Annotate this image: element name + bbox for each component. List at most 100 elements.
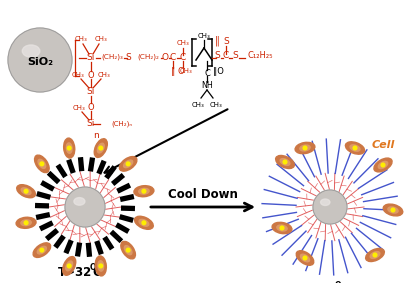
Text: (CH₂)₃: (CH₂)₃	[101, 54, 123, 60]
Ellipse shape	[95, 256, 106, 276]
Ellipse shape	[74, 198, 85, 205]
Ellipse shape	[17, 185, 36, 198]
Ellipse shape	[134, 186, 154, 197]
Text: CH₃: CH₃	[198, 33, 210, 39]
Text: O: O	[90, 263, 96, 273]
Text: O: O	[88, 102, 94, 112]
Ellipse shape	[33, 243, 51, 258]
Text: NH: NH	[201, 82, 213, 91]
Ellipse shape	[272, 222, 292, 234]
Ellipse shape	[98, 261, 103, 271]
Text: O: O	[162, 53, 169, 61]
Circle shape	[373, 253, 377, 257]
Ellipse shape	[64, 138, 75, 158]
Ellipse shape	[16, 217, 36, 228]
Circle shape	[8, 28, 72, 92]
Text: S: S	[214, 52, 220, 61]
Text: Cool Down: Cool Down	[168, 188, 238, 201]
Ellipse shape	[124, 246, 132, 255]
Circle shape	[381, 163, 385, 167]
Circle shape	[303, 256, 307, 260]
Ellipse shape	[139, 219, 149, 226]
Ellipse shape	[300, 145, 310, 151]
Ellipse shape	[119, 156, 137, 171]
Text: CH₃: CH₃	[74, 36, 88, 42]
Text: ‖O: ‖O	[213, 67, 224, 76]
Ellipse shape	[388, 207, 398, 213]
Ellipse shape	[21, 188, 31, 195]
Text: C: C	[204, 68, 210, 78]
Circle shape	[40, 162, 44, 166]
Ellipse shape	[121, 241, 135, 259]
Ellipse shape	[124, 160, 133, 168]
Text: SiO₂: SiO₂	[27, 57, 53, 67]
Circle shape	[40, 248, 44, 252]
Ellipse shape	[374, 158, 392, 172]
Circle shape	[126, 162, 130, 166]
Ellipse shape	[277, 225, 287, 231]
Circle shape	[142, 189, 146, 193]
Circle shape	[24, 189, 28, 193]
Circle shape	[65, 187, 105, 227]
Text: T>32: T>32	[58, 267, 92, 280]
Ellipse shape	[350, 145, 360, 151]
Text: C₁₂H₂₅: C₁₂H₂₅	[247, 52, 272, 61]
Ellipse shape	[370, 252, 380, 258]
Circle shape	[24, 221, 28, 225]
Text: Si: Si	[87, 53, 95, 63]
Ellipse shape	[35, 155, 49, 173]
Ellipse shape	[135, 216, 153, 229]
Ellipse shape	[94, 139, 107, 157]
Text: C: C	[180, 53, 186, 61]
Ellipse shape	[383, 204, 403, 216]
Text: Si: Si	[87, 119, 95, 128]
Text: n: n	[93, 132, 99, 140]
Circle shape	[67, 146, 71, 150]
Ellipse shape	[296, 251, 314, 265]
Circle shape	[391, 208, 395, 212]
Ellipse shape	[63, 257, 76, 275]
Ellipse shape	[21, 220, 31, 226]
Circle shape	[280, 226, 284, 230]
Circle shape	[126, 248, 130, 252]
Text: CH₃: CH₃	[98, 72, 110, 78]
Text: CH₃: CH₃	[72, 72, 84, 78]
Circle shape	[353, 146, 357, 150]
Text: Si: Si	[87, 87, 95, 97]
Text: ‖: ‖	[215, 36, 220, 46]
Ellipse shape	[378, 161, 388, 169]
Text: C: C	[170, 53, 176, 61]
Ellipse shape	[38, 159, 46, 168]
Ellipse shape	[37, 246, 47, 254]
Text: CH₃: CH₃	[180, 68, 192, 74]
Text: (CH₂)₂: (CH₂)₂	[137, 54, 159, 60]
Circle shape	[67, 264, 71, 268]
Ellipse shape	[301, 254, 310, 262]
Text: O: O	[335, 282, 341, 283]
Text: ‖: ‖	[171, 68, 175, 76]
Circle shape	[303, 146, 307, 150]
Text: CH₃: CH₃	[94, 36, 108, 42]
Circle shape	[313, 190, 347, 224]
Circle shape	[283, 160, 287, 164]
Ellipse shape	[97, 143, 104, 153]
Text: CH₃: CH₃	[73, 105, 85, 111]
Ellipse shape	[66, 143, 72, 153]
Text: O: O	[178, 68, 184, 76]
Ellipse shape	[139, 188, 149, 194]
Text: S: S	[232, 52, 238, 61]
Text: C: C	[92, 267, 101, 280]
Ellipse shape	[22, 45, 40, 57]
Circle shape	[99, 264, 103, 268]
Circle shape	[142, 221, 146, 225]
Text: C: C	[223, 52, 229, 61]
Ellipse shape	[321, 199, 330, 205]
Text: S: S	[125, 53, 131, 61]
Circle shape	[99, 146, 103, 150]
Ellipse shape	[280, 158, 290, 165]
Ellipse shape	[346, 142, 364, 154]
Text: Cell: Cell	[372, 140, 396, 150]
Text: O: O	[88, 70, 94, 80]
Text: (CH₂)ₙ: (CH₂)ₙ	[111, 121, 132, 127]
Ellipse shape	[276, 155, 294, 169]
